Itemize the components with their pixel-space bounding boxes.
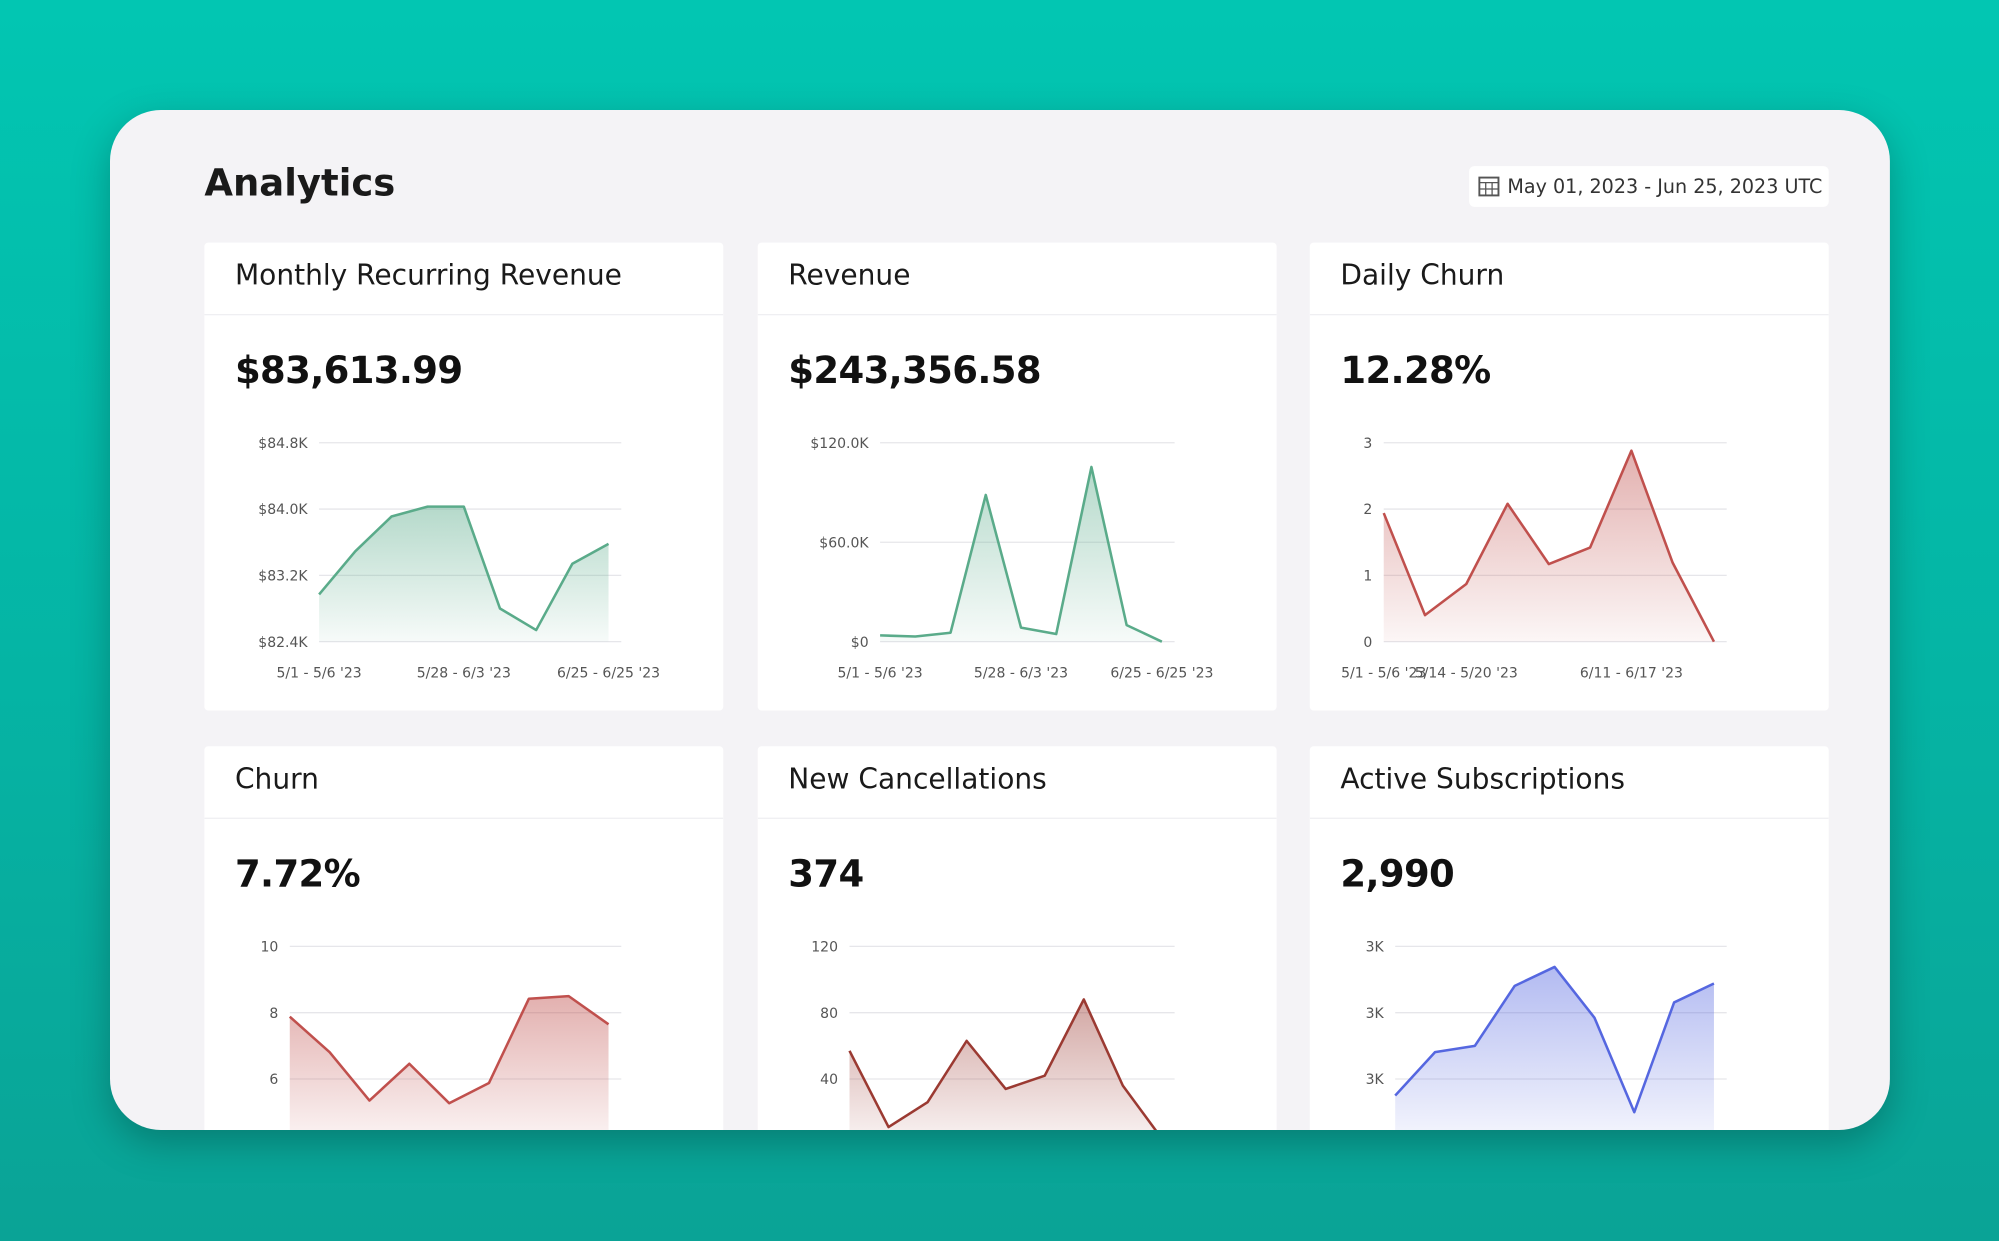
- chart: 3K 3K 3K: [1366, 940, 1727, 1130]
- y-tick-label: 1: [1363, 568, 1372, 584]
- divider: [1309, 314, 1829, 316]
- divider: [757, 314, 1277, 316]
- y-tick-label: $82.4K: [258, 635, 308, 651]
- x-tick-label: 6/25 - 6/25 '23: [1110, 665, 1213, 681]
- y-tick-label: 80: [820, 1006, 838, 1022]
- card-value: 2,990: [1340, 852, 1455, 896]
- line: [880, 465, 1163, 643]
- metric-card: New Cancellations 374 40 80 120: [757, 746, 1277, 1130]
- metric-card: Revenue $243,356.58 $0 $60.0K $120.0K 5/1 - 5…: [757, 242, 1277, 711]
- chart: $82.4K $83.2K $84.0K $84.8K 5/1 - 5/6 '23 5/2…: [258, 436, 660, 681]
- y-tick-label: 0: [1363, 635, 1372, 651]
- card-value: 374: [788, 852, 864, 896]
- y-tick-label: 3K: [1366, 1006, 1385, 1022]
- y-tick-label: 120: [811, 940, 838, 956]
- analytics-panel: Analytics May 01, 2023 - Jun 25, 2023 UT…: [110, 110, 1890, 1130]
- y-tick-label: $84.8K: [258, 436, 308, 452]
- y-tick-label: 6: [269, 1072, 278, 1088]
- area: [289, 996, 609, 1130]
- card-value: 12.28%: [1340, 348, 1491, 392]
- line: [848, 998, 1158, 1130]
- line: [1394, 965, 1715, 1114]
- y-tick-label: 2: [1363, 502, 1372, 518]
- line: [1382, 449, 1716, 643]
- y-tick-label: $83.2K: [258, 568, 308, 584]
- y-tick-label: 40: [820, 1072, 838, 1088]
- card-value: $83,613.99: [234, 348, 463, 392]
- chart: 40 80 120: [811, 940, 1175, 1130]
- metric-card: Monthly Recurring Revenue $83,613.99 $82.4…: [204, 242, 724, 711]
- chart: 0 1 2 3 5/1 - 5/6 '235/14 - 5/20 '23 6/11 - 6…: [1341, 436, 1727, 681]
- y-tick-label: $84.0K: [258, 502, 308, 518]
- area: [319, 506, 609, 642]
- card-title: Churn: [234, 764, 319, 796]
- metric-card: Active Subscriptions 2,990 3K 3K 3K: [1309, 746, 1829, 1130]
- line: [288, 994, 610, 1105]
- y-tick-label: 3K: [1366, 940, 1385, 956]
- divider: [757, 817, 1277, 819]
- card-title: Active Subscriptions: [1340, 764, 1625, 796]
- y-tick-label: 10: [260, 940, 278, 956]
- chart: 6 8 10: [260, 940, 622, 1130]
- x-tick-label: 5/1 - 5/6 '23: [276, 665, 361, 681]
- x-tick-label: 5/1 - 5/6 '23: [1341, 665, 1426, 681]
- chart: $0 $60.0K $120.0K 5/1 - 5/6 '23 5/28 - 6/3 '…: [810, 436, 1213, 681]
- x-tick-label: 6/11 - 6/17 '23: [1580, 665, 1683, 681]
- card-value: $243,356.58: [788, 348, 1041, 392]
- card-title: Revenue: [788, 260, 911, 293]
- card-title: New Cancellations: [788, 764, 1047, 796]
- x-tick-label: 6/25 - 6/25 '23: [557, 665, 660, 681]
- x-tick-label: 5/28 - 6/3 '23: [417, 665, 511, 681]
- date-range-text: May 01, 2023 - Jun 25, 2023 UTC: [1507, 175, 1823, 198]
- x-tick-label: 5/28 - 6/3 '23: [974, 665, 1068, 681]
- date-range-picker[interactable]: May 01, 2023 - Jun 25, 2023 UTC: [1469, 166, 1829, 207]
- y-tick-label: $0: [851, 635, 869, 651]
- divider: [1309, 817, 1829, 819]
- card-title: Daily Churn: [1340, 260, 1505, 293]
- area: [880, 466, 1162, 642]
- y-tick-label: 8: [269, 1006, 278, 1022]
- metric-card: Daily Churn 12.28% 0 1 2 3 5/1 - 5/6 '23 5/14 -…: [1309, 242, 1829, 711]
- y-tick-label: 3: [1363, 436, 1372, 452]
- metric-card: Churn 7.72% 6 8 10: [204, 746, 724, 1130]
- x-tick-label: 5/1 - 5/6 '23: [837, 665, 922, 681]
- x-tick-label: 5/14 - 5/20 '23: [1415, 665, 1518, 681]
- y-tick-label: $120.0K: [810, 436, 869, 452]
- page-title: Analytics: [204, 161, 396, 205]
- card-title: Monthly Recurring Revenue: [234, 260, 622, 293]
- divider: [204, 817, 724, 819]
- line: [318, 505, 610, 632]
- y-tick-label: $60.0K: [819, 535, 869, 551]
- card-value: 7.72%: [234, 852, 361, 896]
- area: [1383, 450, 1714, 642]
- divider: [204, 314, 724, 316]
- area: [849, 999, 1156, 1130]
- y-tick-label: 3K: [1366, 1072, 1385, 1088]
- area: [1395, 966, 1714, 1130]
- calendar-icon: [1478, 176, 1500, 197]
